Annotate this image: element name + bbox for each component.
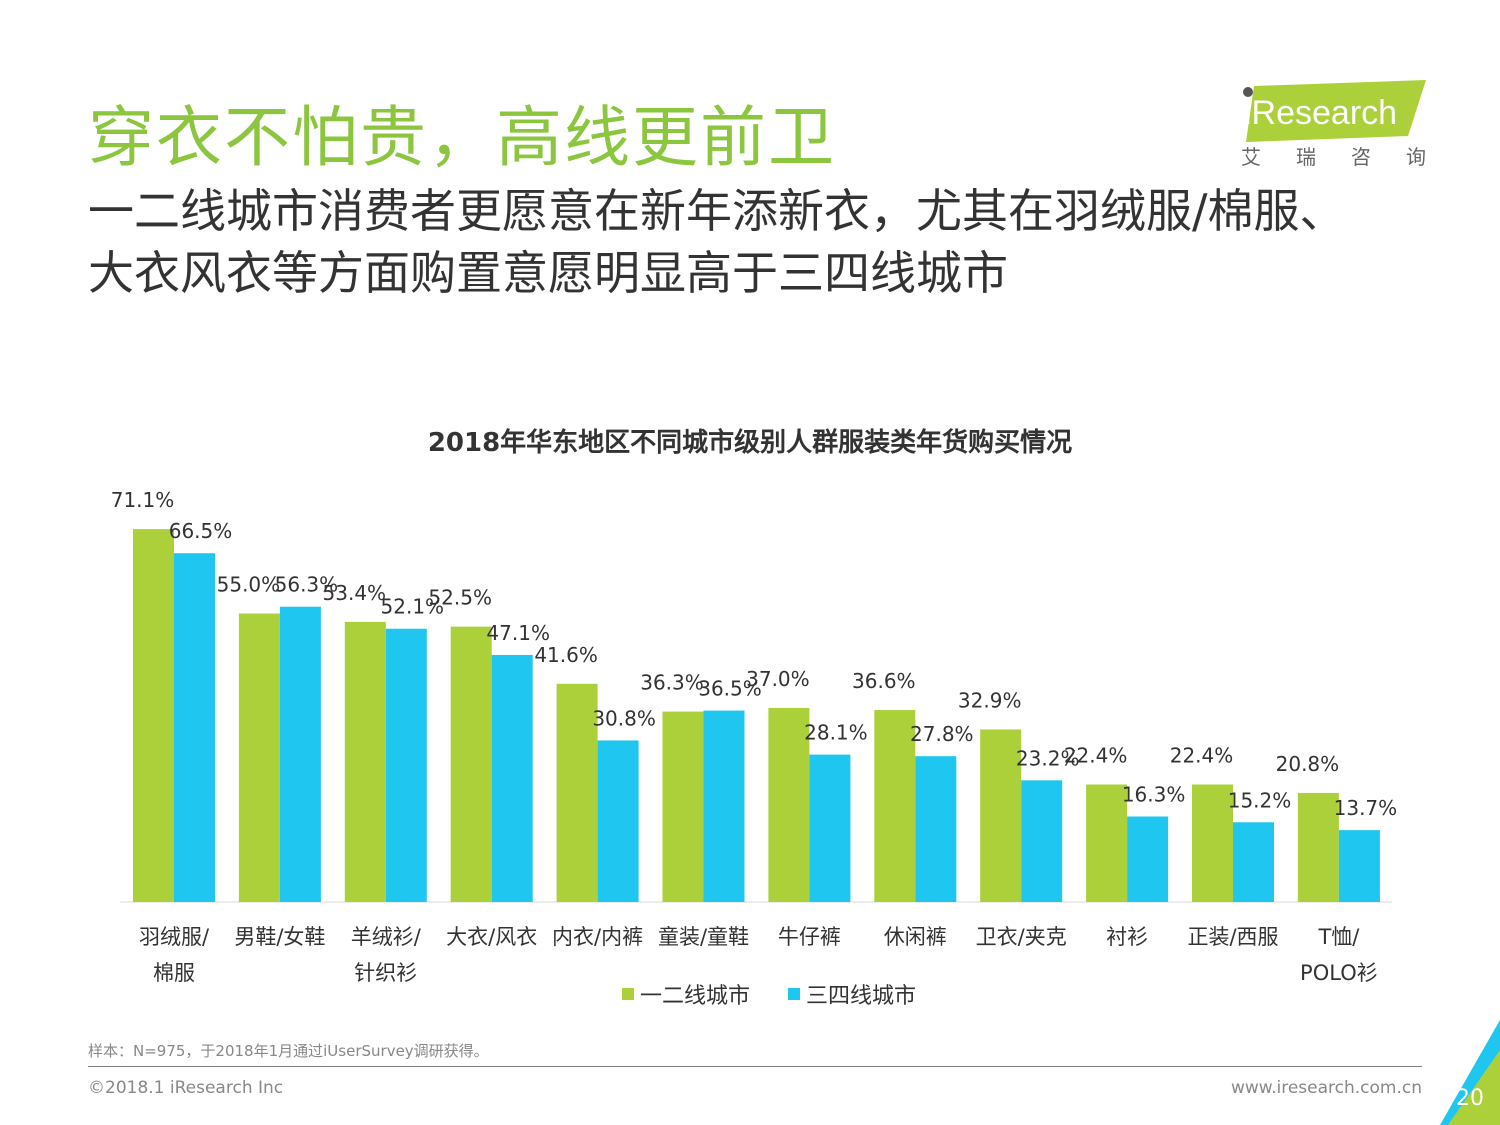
iresearch-logo: iResearch xyxy=(1243,80,1426,142)
data-label: 15.2% xyxy=(1228,788,1292,812)
category-label: 棉服 xyxy=(153,961,195,985)
legend-label: 一二线城市 xyxy=(640,984,751,1009)
data-label: 52.1% xyxy=(381,595,445,619)
bar-tier34 xyxy=(491,654,533,902)
category-label: 童装/童鞋 xyxy=(658,925,749,949)
category-label: 男鞋/女鞋 xyxy=(234,925,325,949)
bar-tier34 xyxy=(703,710,745,902)
data-label: 30.8% xyxy=(592,706,656,730)
bar-chart: 71.1% 66.5% 羽绒服/棉服 55.0%56.3% 男鞋/女鞋 53.4%52.1… xyxy=(111,488,1398,985)
legend-label: 三四线城市 xyxy=(806,984,917,1009)
website-link[interactable]: www.iresearch.com.cn xyxy=(1230,1078,1422,1098)
bar-tier34 xyxy=(915,756,957,902)
data-label: 55.0% xyxy=(217,573,281,597)
logo-brand: iResearch xyxy=(1244,94,1397,132)
chart-title: 2018年华东地区不同城市级别人群服装类年货购买情况 xyxy=(427,428,1073,458)
category-label: 羊绒衫/ xyxy=(351,925,422,949)
category-label: 羽绒服/ xyxy=(139,925,210,949)
category-label: 针织衫 xyxy=(354,961,417,985)
data-label: 56.3% xyxy=(275,573,339,597)
sample-note: 样本：N=975，于2018年1月通过iUserSurvey调研获得。 xyxy=(88,1042,489,1060)
logo-char: 询 xyxy=(1406,145,1426,169)
category-label: 牛仔裤 xyxy=(778,925,841,949)
bar-tier12 xyxy=(662,711,704,902)
bar-tier12 xyxy=(133,529,174,902)
bar-tier12 xyxy=(1297,792,1339,902)
bar-tier12 xyxy=(768,707,810,902)
bar-tier12 xyxy=(344,621,386,902)
logo-char: 瑞 xyxy=(1296,145,1316,169)
bar-tier34 xyxy=(597,740,639,902)
bar-tier12 xyxy=(1192,784,1233,902)
data-label: 37.0% xyxy=(746,667,810,691)
category-label: 休闲裤 xyxy=(884,925,947,949)
data-label: 36.3% xyxy=(640,671,704,695)
legend-swatch xyxy=(788,988,801,1000)
bar-tier34 xyxy=(1233,822,1274,902)
data-label: 22.4% xyxy=(1170,744,1234,768)
data-label: 20.8% xyxy=(1276,752,1340,776)
category-label: 大衣/风衣 xyxy=(446,925,537,949)
bar-tier34 xyxy=(809,754,851,902)
data-label: 71.1% xyxy=(111,488,175,512)
data-label: 16.3% xyxy=(1122,783,1186,807)
bar-tier12 xyxy=(238,613,280,902)
category-label: 卫衣/夹克 xyxy=(976,925,1067,949)
bar-tier34 xyxy=(385,628,427,902)
legend-item-tier34: 三四线城市 xyxy=(788,978,916,1010)
data-label: 23.2% xyxy=(1016,746,1080,770)
page-subtitle: 一二线城市消费者更愿意在新年添新衣，尤其在羽绒服/棉服、大衣风衣等方面购置意愿明… xyxy=(88,184,1346,300)
category-label: 正装/西服 xyxy=(1187,925,1278,949)
legend-swatch xyxy=(622,988,634,1000)
bar-tier34 xyxy=(1338,830,1380,902)
data-label: 28.1% xyxy=(804,721,868,745)
data-label: 41.6% xyxy=(534,643,598,667)
bar-tier12 xyxy=(556,683,598,902)
bar-tier12 xyxy=(1086,784,1128,902)
copyright: ©2018.1 iResearch Inc xyxy=(88,1078,284,1098)
category-label: 衬衫 xyxy=(1106,925,1148,949)
logo-char: 艾 xyxy=(1241,145,1261,169)
chart-legend: 一二线城市 三四线城市 xyxy=(622,978,954,1010)
data-label: 52.5% xyxy=(428,586,492,610)
bar-tier12 xyxy=(450,626,492,902)
data-label: 22.4% xyxy=(1064,744,1128,768)
data-label: 27.8% xyxy=(910,722,974,746)
category-label: T恤/ xyxy=(1317,925,1360,949)
footer-divider xyxy=(88,1066,1422,1067)
bar-tier12 xyxy=(874,710,916,902)
corner-decoration xyxy=(1440,1020,1500,1125)
bar-tier12 xyxy=(980,729,1022,902)
bar-tier34 xyxy=(174,553,215,902)
data-label: 47.1% xyxy=(486,621,550,645)
bar-tier34 xyxy=(1021,780,1063,902)
data-label: 13.7% xyxy=(1334,796,1398,820)
data-label: 36.6% xyxy=(852,669,916,693)
bar-tier34 xyxy=(1127,816,1169,902)
logo-char: 咨 xyxy=(1351,145,1371,169)
bar-tier34 xyxy=(279,606,321,902)
data-label: 66.5% xyxy=(169,519,233,543)
data-label: 32.9% xyxy=(958,688,1022,712)
logo-chinese: 艾 瑞 咨 询 xyxy=(1241,141,1426,170)
data-label: 36.5% xyxy=(698,677,762,701)
category-label: 内衣/内裤 xyxy=(552,925,643,949)
data-label: 53.4% xyxy=(323,581,387,605)
page-title: 穿衣不怕贵，高线更前卫 xyxy=(88,99,836,176)
legend-item-tier12: 一二线城市 xyxy=(622,978,750,1010)
page-number: 20 xyxy=(1456,1086,1484,1111)
category-label: POLO衫 xyxy=(1300,961,1378,985)
